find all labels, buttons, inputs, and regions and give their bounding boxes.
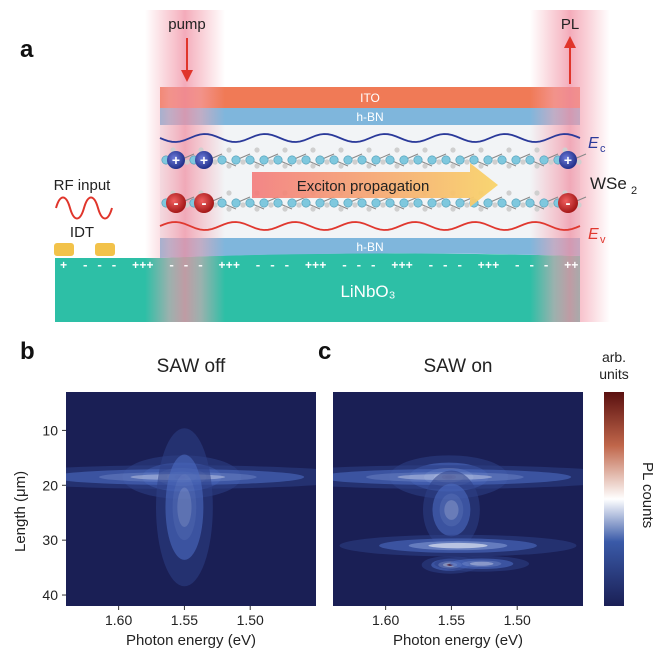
pl-label: PL — [561, 16, 579, 33]
wse2-label: WSe 2 — [590, 174, 637, 197]
hole-right: - — [558, 193, 578, 213]
heatmap-spot — [461, 560, 502, 568]
svg-text:-: - — [174, 195, 179, 212]
heatmap-b-ticks: 1.60 1.55 1.50 10 20 30 40 — [42, 422, 264, 628]
panel-letter-c: c — [318, 338, 332, 365]
ev-label: E v — [588, 226, 606, 246]
pump-label: pump — [168, 16, 206, 33]
panel-a: Exciton propagation + + - - + - ITO h-BN — [54, 10, 637, 322]
svg-text:E: E — [588, 226, 599, 243]
pump-arrow-icon — [181, 38, 193, 82]
idt-pad-left — [54, 243, 74, 256]
colorbar-unit: arb. units — [599, 349, 629, 382]
electron-left-2: + — [195, 151, 213, 169]
hole-left-2: - — [194, 193, 214, 213]
substrate-label: LiNbO₃ — [340, 282, 395, 301]
y-tick-label: 20 — [42, 477, 58, 493]
hbn-bottom-label: h-BN — [356, 240, 383, 254]
heatmap-b: 1.60 1.55 1.50 10 20 30 40 — [42, 392, 316, 628]
hbn-bottom-layer — [160, 238, 580, 258]
idt-label: IDT — [70, 224, 94, 241]
heatmap-spot — [165, 454, 204, 560]
panel-letter-a: a — [20, 36, 34, 63]
heatmap-spot — [469, 561, 494, 566]
electron-right: + — [559, 151, 577, 169]
heatmap-spot — [439, 493, 464, 527]
heatmap-spot — [444, 500, 459, 520]
idt-pad-right — [95, 243, 115, 256]
heatmap-b-xlabel: Photon energy (eV) — [125, 632, 257, 649]
charge-pattern: + - - - +++ - - - +++ - - - +++ - - - ++… — [60, 259, 578, 273]
y-tick-label: 40 — [42, 587, 58, 603]
heatmap-c-title: SAW on — [423, 356, 493, 377]
x-tick-label: 1.60 — [105, 612, 132, 628]
exciton-label: Exciton propagation — [297, 178, 430, 195]
hole-left-1: - — [166, 193, 186, 213]
ito-label: ITO — [360, 91, 380, 105]
rf-wave-icon — [55, 196, 113, 220]
svg-text:c: c — [600, 143, 606, 155]
pump-beam — [145, 10, 225, 322]
x-tick-label: 1.50 — [237, 612, 264, 628]
heatmap-b-ylabel: Length (μm) — [12, 470, 29, 552]
pl-arrow-icon — [564, 36, 576, 84]
heatmap-spot — [432, 483, 471, 537]
x-tick-label: 1.50 — [504, 612, 531, 628]
x-tick-label: 1.60 — [372, 612, 399, 628]
ito-layer — [160, 87, 580, 108]
heatmap-c-spots — [333, 455, 583, 574]
heatmap-spot — [177, 487, 192, 527]
heatmap-spot — [428, 542, 488, 549]
y-tick-label: 30 — [42, 532, 58, 548]
ec-label: E c — [588, 135, 606, 155]
svg-text:v: v — [600, 234, 606, 246]
svg-text:-: - — [202, 195, 207, 212]
svg-text:-: - — [566, 195, 571, 212]
hbn-top-layer — [160, 108, 580, 125]
heatmap-spot — [172, 474, 197, 541]
svg-text:2: 2 — [631, 185, 637, 197]
svg-text:WSe: WSe — [590, 174, 627, 193]
heatmap-c-xlabel: Photon energy (eV) — [392, 632, 524, 649]
x-tick-label: 1.55 — [438, 612, 465, 628]
wse2-lattice-top — [161, 147, 587, 169]
electron-left-1: + — [167, 151, 185, 169]
x-tick-label: 1.55 — [171, 612, 198, 628]
svg-text:+: + — [172, 152, 180, 168]
heatmap-c-ticks: 1.60 1.55 1.50 — [372, 606, 531, 628]
rf-input-label: RF input — [54, 177, 112, 194]
heatmap-b-title: SAW off — [156, 356, 226, 377]
svg-text:E: E — [588, 135, 599, 152]
hbn-top-label: h-BN — [356, 110, 383, 124]
svg-text:+: + — [564, 152, 572, 168]
heatmap-b-spots — [66, 428, 316, 587]
heatmap-c: 1.60 1.55 1.50 — [333, 392, 583, 628]
conduction-band-wave — [159, 133, 581, 143]
y-tick-label: 10 — [42, 422, 58, 438]
colorbar-label: PL counts — [639, 462, 656, 529]
valence-band-wave — [159, 221, 581, 231]
heatmap-spot — [450, 558, 514, 570]
svg-text:+: + — [200, 152, 208, 168]
exciton-arrow — [252, 163, 498, 207]
panel-letter-b: b — [20, 338, 35, 365]
colorbar — [604, 392, 624, 606]
